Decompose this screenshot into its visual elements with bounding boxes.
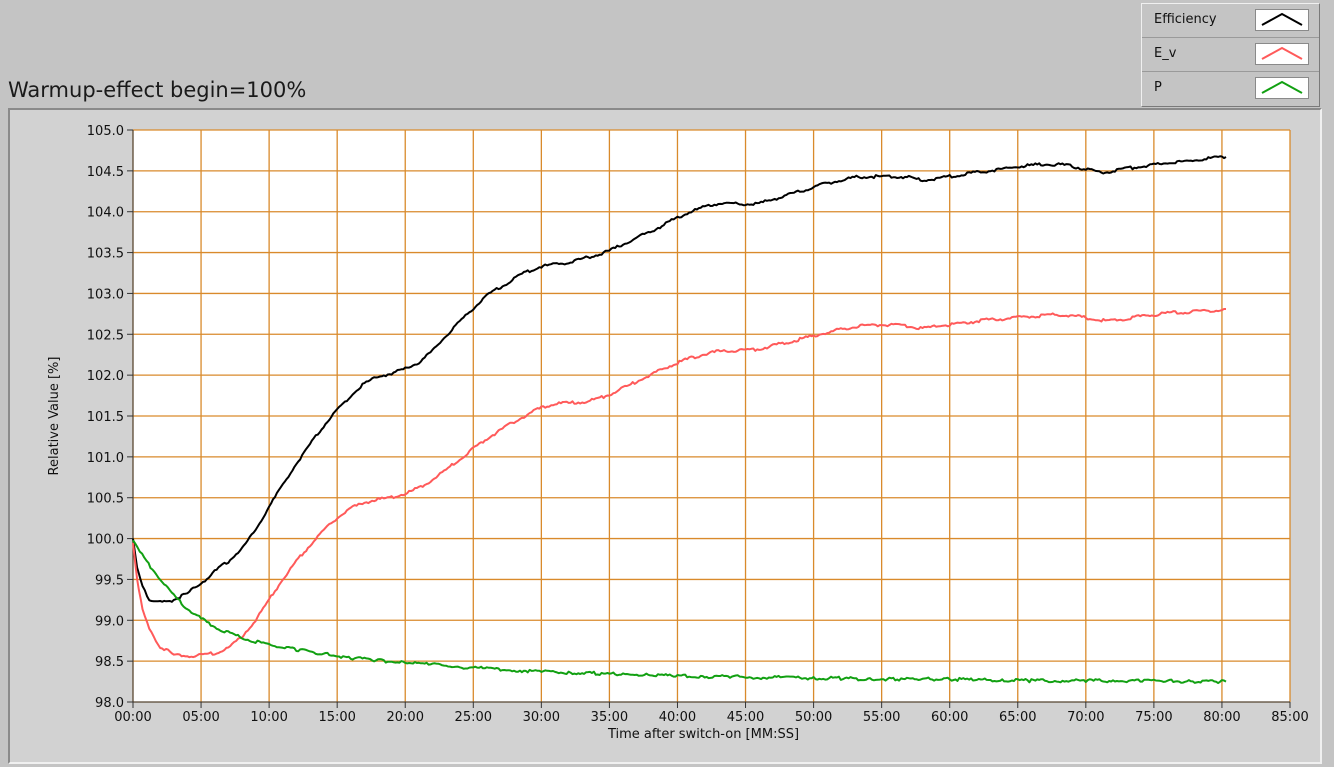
legend-item-p[interactable]: P <box>1142 72 1319 106</box>
x-tick-label: 10:00 <box>250 710 287 725</box>
legend-line-swatch-icon[interactable] <box>1255 9 1309 31</box>
x-tick-label: 70:00 <box>1067 710 1104 725</box>
series-line-efficiency <box>132 155 1227 603</box>
y-tick-label: 104.0 <box>87 206 124 221</box>
x-axis-label: Time after switch-on [MM:SS] <box>607 727 799 742</box>
y-axis-label: Relative Value [%] <box>47 357 62 476</box>
legend-item-e-v[interactable]: E_v <box>1142 38 1319 72</box>
x-tick-label: 50:00 <box>795 710 832 725</box>
x-tick-label: 20:00 <box>387 710 424 725</box>
x-tick-label: 55:00 <box>863 710 900 725</box>
legend-label: P <box>1154 80 1162 95</box>
x-tick-label: 30:00 <box>523 710 560 725</box>
x-tick-label: 60:00 <box>931 710 968 725</box>
x-tick-label: 05:00 <box>182 710 219 725</box>
legend-item-efficiency[interactable]: Efficiency <box>1142 4 1319 38</box>
x-tick-label: 40:00 <box>659 710 696 725</box>
y-tick-label: 105.0 <box>87 124 124 139</box>
x-tick-label: 85:00 <box>1271 710 1308 725</box>
x-tick-label: 15:00 <box>318 710 355 725</box>
x-tick-label: 00:00 <box>114 710 151 725</box>
y-tick-label: 100.5 <box>87 492 124 507</box>
y-tick-label: 103.0 <box>87 287 124 302</box>
y-tick-label: 102.0 <box>87 369 124 384</box>
plot-legend[interactable]: Efficiency E_v P <box>1141 3 1320 107</box>
legend-line-swatch-icon[interactable] <box>1255 43 1309 65</box>
x-tick-label: 25:00 <box>455 710 492 725</box>
x-tick-label: 45:00 <box>727 710 764 725</box>
series-line-p <box>132 539 1227 685</box>
y-tick-label: 103.5 <box>87 247 124 262</box>
x-tick-label: 80:00 <box>1203 710 1240 725</box>
y-tick-label: 98.5 <box>95 655 124 670</box>
y-tick-label: 99.5 <box>95 573 124 588</box>
y-tick-label: 100.0 <box>87 533 124 548</box>
legend-line-swatch-icon[interactable] <box>1255 77 1309 99</box>
legend-label: E_v <box>1154 46 1177 61</box>
x-tick-label: 65:00 <box>999 710 1036 725</box>
y-tick-label: 101.0 <box>87 451 124 466</box>
y-tick-label: 99.0 <box>95 614 124 629</box>
x-tick-label: 35:00 <box>591 710 628 725</box>
x-tick-label: 75:00 <box>1135 710 1172 725</box>
legend-label: Efficiency <box>1154 12 1217 27</box>
y-tick-label: 98.0 <box>95 696 124 711</box>
y-tick-label: 104.5 <box>87 165 124 180</box>
y-tick-label: 101.5 <box>87 410 124 425</box>
y-tick-label: 102.5 <box>87 328 124 343</box>
series-line-e-v <box>132 308 1226 659</box>
graph-title: Warmup-effect begin=100% <box>8 78 307 102</box>
